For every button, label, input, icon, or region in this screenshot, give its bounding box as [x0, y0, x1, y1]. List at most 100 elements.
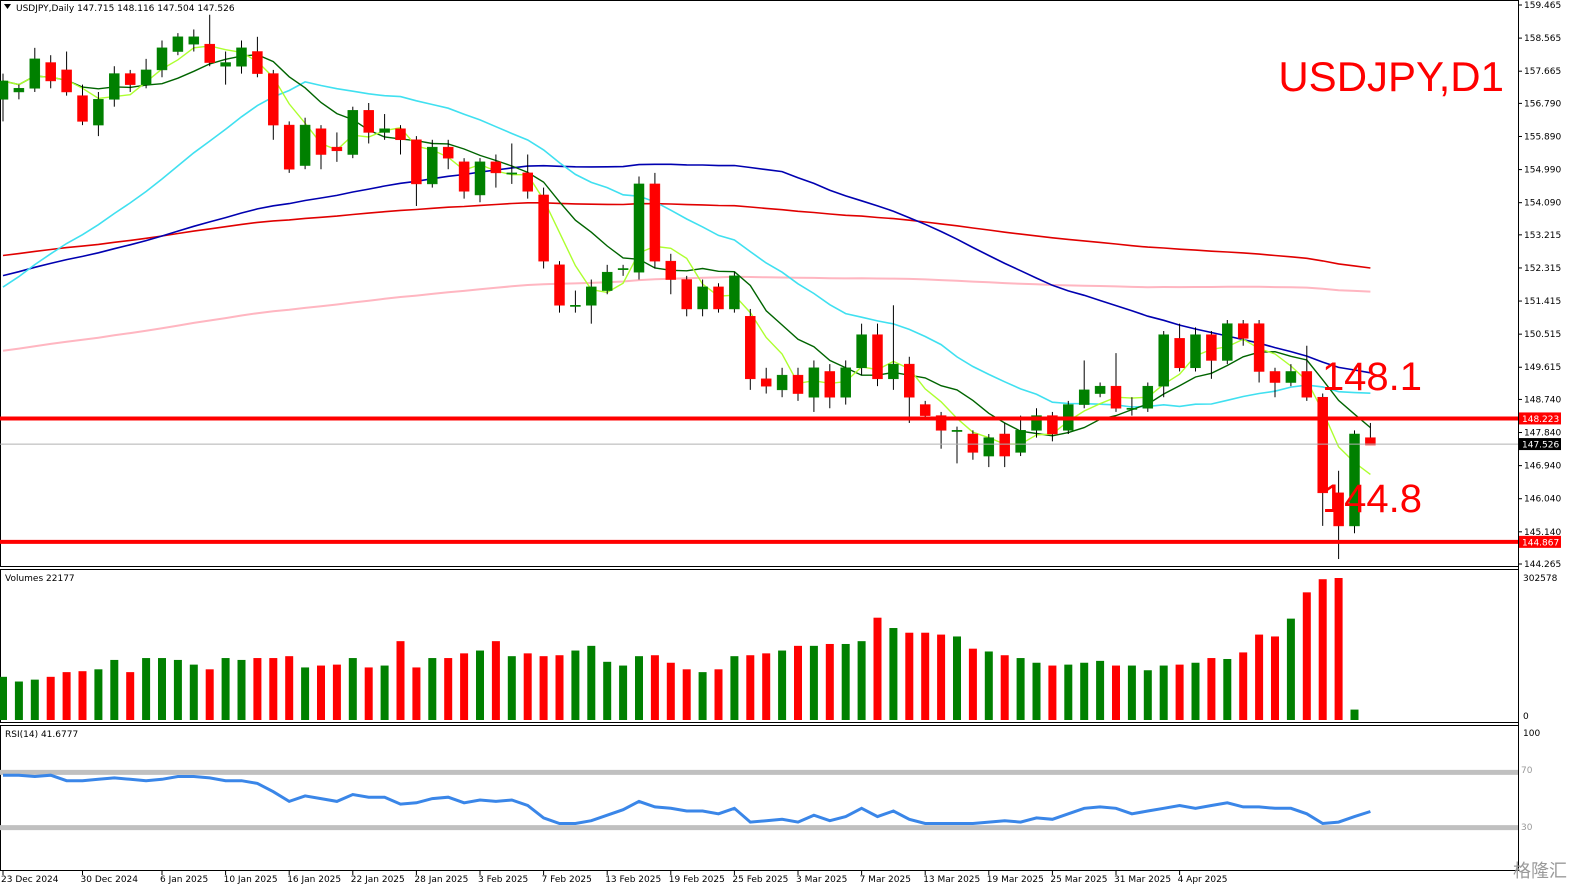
candle[interactable]: [1301, 345, 1313, 401]
candle[interactable]: [172, 33, 184, 56]
candle[interactable]: [411, 136, 422, 206]
candle[interactable]: [904, 356, 915, 423]
candle[interactable]: [1317, 393, 1328, 526]
candle[interactable]: [1031, 408, 1042, 438]
candle[interactable]: [506, 143, 518, 184]
candle[interactable]: [1365, 422, 1376, 446]
candle[interactable]: [474, 158, 486, 203]
candle[interactable]: [872, 323, 883, 387]
candle[interactable]: [427, 139, 438, 188]
candle[interactable]: [379, 114, 390, 140]
candle[interactable]: [395, 125, 406, 155]
candle[interactable]: [299, 117, 311, 170]
candle[interactable]: [124, 69, 136, 92]
price-tick-label: 151.415: [1524, 297, 1561, 307]
candle[interactable]: [0, 73, 9, 122]
candle[interactable]: [236, 40, 247, 74]
candle[interactable]: [776, 367, 788, 398]
candle[interactable]: [808, 360, 820, 412]
candle[interactable]: [13, 84, 25, 100]
candle[interactable]: [220, 51, 231, 85]
levels: 148.223 144.867 147.526: [0, 412, 1561, 548]
candle[interactable]: [1094, 382, 1106, 398]
candle[interactable]: [601, 264, 613, 295]
candle[interactable]: [951, 426, 963, 464]
candle[interactable]: [554, 261, 565, 313]
candle[interactable]: [442, 139, 454, 170]
candle[interactable]: [188, 29, 200, 52]
candle[interactable]: [347, 106, 359, 159]
triangle-down-icon[interactable]: [4, 4, 11, 9]
candle[interactable]: [681, 275, 692, 317]
candle[interactable]: [856, 323, 867, 376]
candle[interactable]: [713, 283, 724, 313]
candle[interactable]: [1349, 430, 1360, 534]
volume-bar: [1048, 665, 1057, 720]
price-panel[interactable]: [0, 0, 1519, 567]
candle[interactable]: [1158, 331, 1169, 398]
candle[interactable]: [93, 91, 104, 137]
candle[interactable]: [888, 305, 899, 390]
candle[interactable]: [29, 47, 41, 92]
candle[interactable]: [617, 264, 629, 276]
candle[interactable]: [252, 36, 263, 78]
candle[interactable]: [538, 187, 549, 269]
candle[interactable]: [697, 279, 708, 317]
candle[interactable]: [633, 176, 645, 280]
candle[interactable]: [77, 84, 88, 126]
volume-bar: [491, 641, 500, 720]
volume-bar: [158, 658, 166, 720]
candle[interactable]: [1174, 323, 1185, 372]
candle[interactable]: [522, 154, 533, 199]
candle[interactable]: [156, 40, 168, 78]
candle[interactable]: [1206, 331, 1217, 379]
candle[interactable]: [570, 290, 581, 313]
rsi-panel[interactable]: [0, 725, 1519, 871]
candle[interactable]: [1269, 367, 1281, 398]
volume-bar: [1191, 662, 1200, 720]
candle[interactable]: [331, 132, 343, 162]
candle[interactable]: [1222, 319, 1233, 365]
candle[interactable]: [967, 430, 979, 460]
candle[interactable]: [919, 400, 931, 420]
candle[interactable]: [649, 172, 661, 269]
candle[interactable]: [45, 55, 56, 89]
volume-bar: [1350, 709, 1359, 720]
candle[interactable]: [983, 433, 995, 468]
candle[interactable]: [665, 253, 677, 295]
candle[interactable]: [109, 66, 120, 107]
volume-bar: [1032, 662, 1041, 720]
candle[interactable]: [824, 364, 836, 409]
candle[interactable]: [61, 51, 72, 96]
candle[interactable]: [1015, 415, 1026, 457]
candle[interactable]: [140, 58, 152, 89]
candle[interactable]: [729, 272, 740, 313]
candle[interactable]: [315, 125, 327, 170]
candle[interactable]: [745, 308, 756, 390]
candle[interactable]: [1333, 470, 1344, 560]
candle[interactable]: [1253, 319, 1265, 383]
candle[interactable]: [1078, 360, 1090, 409]
candle[interactable]: [1110, 353, 1122, 412]
candle[interactable]: [840, 360, 851, 405]
candle[interactable]: [458, 158, 470, 199]
candle[interactable]: [363, 103, 374, 144]
candle[interactable]: [1190, 327, 1201, 372]
candle[interactable]: [760, 367, 772, 394]
candle[interactable]: [283, 121, 295, 173]
price-tick-label: 146.940: [1524, 462, 1561, 472]
candle[interactable]: [1237, 319, 1249, 346]
date-tick-label: 25 Feb 2025: [732, 875, 788, 885]
candle[interactable]: [204, 14, 215, 67]
candle[interactable]: [490, 154, 502, 188]
candle[interactable]: [792, 367, 804, 401]
date-tick-label: 10 Jan 2025: [224, 875, 278, 885]
ma-light-green-line: [2, 45, 1371, 475]
candle[interactable]: [1142, 382, 1154, 412]
candle[interactable]: [1285, 364, 1297, 387]
candle[interactable]: [586, 279, 597, 324]
candle[interactable]: [999, 422, 1010, 468]
candle[interactable]: [1126, 397, 1138, 416]
candle[interactable]: [268, 69, 279, 140]
